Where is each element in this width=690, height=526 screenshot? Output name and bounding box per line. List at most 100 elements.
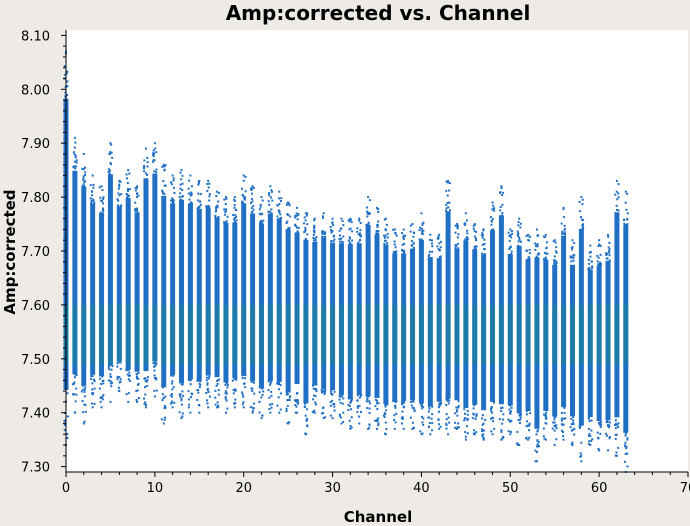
data-point <box>534 244 537 247</box>
channel-core-shade <box>445 304 451 365</box>
data-point <box>437 235 440 238</box>
data-point <box>431 422 434 425</box>
data-point <box>143 402 146 405</box>
data-point-max <box>411 223 414 226</box>
data-point <box>214 214 217 217</box>
data-point <box>412 407 415 410</box>
data-point <box>481 423 484 426</box>
data-point <box>250 206 253 209</box>
data-point <box>267 380 270 383</box>
data-point <box>457 405 460 408</box>
channel-core-shade <box>498 304 504 365</box>
data-point <box>579 423 582 426</box>
data-point <box>303 222 306 225</box>
data-point-min <box>278 411 281 414</box>
data-point <box>74 400 77 403</box>
data-point <box>457 422 460 425</box>
data-point <box>90 377 93 380</box>
data-point <box>509 411 512 414</box>
data-point <box>580 441 583 444</box>
data-point <box>349 242 352 245</box>
data-point <box>154 364 157 367</box>
data-point <box>179 192 182 195</box>
data-point-max <box>553 239 556 242</box>
data-point <box>75 387 78 390</box>
data-point <box>570 246 573 249</box>
data-point-min <box>136 400 139 403</box>
data-point <box>456 227 459 230</box>
data-point <box>456 414 459 417</box>
data-point <box>525 413 528 416</box>
data-point <box>589 250 592 253</box>
data-point <box>278 380 281 383</box>
data-point <box>109 373 112 376</box>
data-point <box>428 422 431 425</box>
data-point <box>306 233 309 236</box>
data-point <box>348 237 351 240</box>
data-point-max <box>82 152 85 155</box>
data-point <box>384 405 387 408</box>
data-point <box>294 214 297 217</box>
data-point <box>84 410 87 413</box>
data-point <box>146 376 149 379</box>
data-point <box>626 438 629 441</box>
data-point <box>608 251 611 254</box>
data-point <box>587 416 590 419</box>
y-tick-label: 8.10 <box>21 29 50 44</box>
data-point <box>350 416 353 419</box>
data-point <box>109 382 112 385</box>
data-point <box>287 398 290 401</box>
data-point <box>75 161 78 164</box>
data-point-min <box>447 433 450 436</box>
data-point <box>206 182 209 185</box>
data-point <box>599 422 602 425</box>
data-point <box>447 416 450 419</box>
data-point <box>447 402 450 405</box>
data-point <box>428 405 431 408</box>
channel-core-band <box>143 179 149 372</box>
data-point <box>162 192 165 195</box>
data-point <box>427 410 430 413</box>
channel-core-shade <box>614 304 620 365</box>
data-point <box>519 413 522 416</box>
data-point <box>261 414 264 417</box>
data-point <box>508 239 511 242</box>
data-point <box>483 243 486 246</box>
data-point-max <box>491 201 494 204</box>
channel-core-shade <box>410 304 416 365</box>
data-point <box>170 374 173 377</box>
data-point <box>615 204 618 207</box>
data-point <box>297 227 300 230</box>
data-point <box>605 251 608 254</box>
data-point <box>251 409 254 412</box>
data-point <box>519 222 522 225</box>
data-point <box>582 223 585 226</box>
data-points <box>63 50 629 473</box>
data-point <box>490 430 493 433</box>
data-point <box>332 403 335 406</box>
data-point <box>198 386 201 389</box>
data-point <box>384 403 387 406</box>
data-point <box>614 454 617 457</box>
data-point <box>232 388 235 391</box>
channel-core-band <box>125 197 131 370</box>
data-point <box>501 203 504 206</box>
data-point <box>180 397 183 400</box>
data-point <box>562 434 565 437</box>
data-point <box>224 397 227 400</box>
data-point-max <box>518 217 521 220</box>
data-point <box>402 236 405 239</box>
data-point <box>269 383 272 386</box>
data-point <box>440 402 443 405</box>
data-point <box>561 232 564 235</box>
data-point <box>234 389 237 392</box>
data-point <box>437 406 440 409</box>
data-point <box>171 201 174 204</box>
data-point <box>277 197 280 200</box>
data-point <box>100 382 103 385</box>
data-point <box>590 429 593 432</box>
data-point <box>564 417 567 420</box>
data-point <box>260 387 263 390</box>
data-point <box>614 437 617 440</box>
channel-core-band <box>445 211 451 399</box>
